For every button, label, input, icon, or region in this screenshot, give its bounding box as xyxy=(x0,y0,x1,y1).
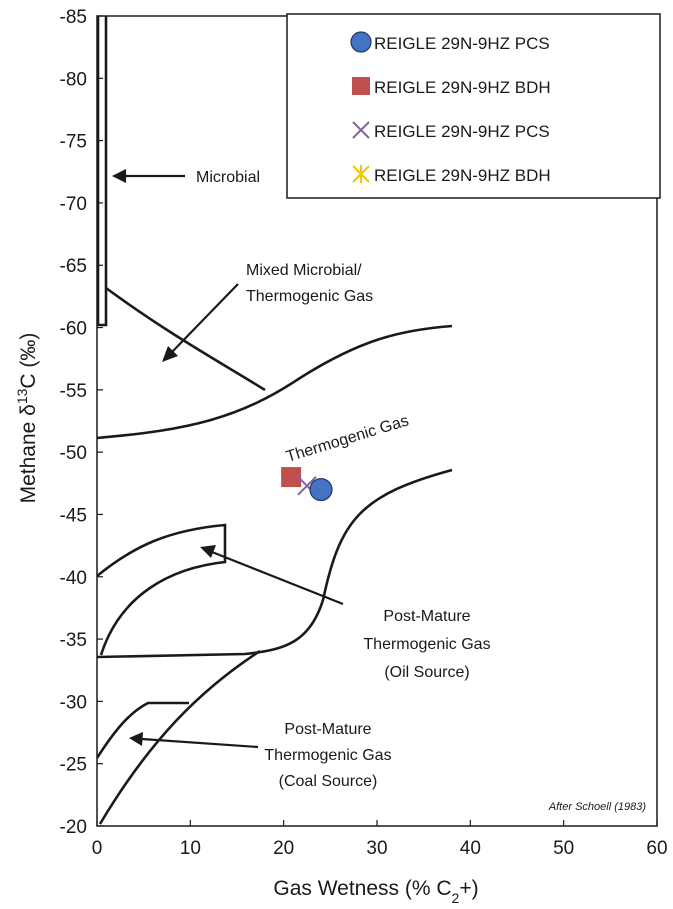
thermogenic-envelope-upper xyxy=(97,324,453,440)
y-axis-tick-labels: -85 -80 -75 -70 -65 -60 -55 -50 -45 -40 -35 -30 -25 -… xyxy=(60,7,87,838)
legend-label: REIGLE 29N-9HZ PCS xyxy=(374,34,550,53)
x-tick-label: 30 xyxy=(366,838,387,859)
mixed-label-line2: Thermogenic Gas xyxy=(246,288,373,305)
y-tick-label: -50 xyxy=(60,443,87,464)
y-tick-label: -65 xyxy=(60,256,87,277)
y-tick-label: -55 xyxy=(60,381,87,402)
x-tick-label: 10 xyxy=(180,838,201,859)
legend-marker-square xyxy=(352,77,370,95)
y-tick-label: -20 xyxy=(60,817,87,838)
coal-source-lobe xyxy=(97,701,189,759)
microbial-label: Microbial xyxy=(196,169,260,186)
region-arrows xyxy=(112,169,344,749)
legend-box xyxy=(286,13,661,199)
y-tick-label: -85 xyxy=(60,7,87,28)
oil-source-arrow xyxy=(211,550,344,606)
mixed-arrow-head xyxy=(162,346,178,362)
credit-annotation: After Schoell (1983) xyxy=(548,801,647,813)
x-tick-label: 0 xyxy=(92,838,103,859)
oil-source-arrow-head xyxy=(200,545,216,558)
y-tick-label: -60 xyxy=(60,319,87,340)
x-tick-label: 50 xyxy=(553,838,574,859)
legend: REIGLE 29N-9HZ PCS REIGLE 29N-9HZ BDH REIG… xyxy=(286,13,661,199)
region-envelopes xyxy=(97,16,453,825)
legend-marker-circle xyxy=(350,31,372,53)
coal-source-lower-curve xyxy=(98,649,261,825)
y-tick-label: -45 xyxy=(60,505,87,526)
microbial-arrow-head xyxy=(112,169,126,183)
y-tick-label: -75 xyxy=(60,132,87,153)
microbial-envelope xyxy=(97,16,108,327)
oil-source-label-line2: Thermogenic Gas xyxy=(363,636,490,653)
y-tick-label: -80 xyxy=(60,69,87,90)
x-axis-tick-labels: 0 10 20 30 40 50 60 xyxy=(92,838,668,859)
coal-source-label-line1: Post-Mature xyxy=(284,721,371,738)
coal-source-arrow xyxy=(141,737,259,749)
coal-source-label-line2: Thermogenic Gas xyxy=(264,747,391,764)
legend-label: REIGLE 29N-9HZ PCS xyxy=(374,122,550,141)
x-tick-label: 40 xyxy=(460,838,481,859)
y-tick-label: -35 xyxy=(60,630,87,651)
y-tick-label: -70 xyxy=(60,194,87,215)
mixed-label-line1: Mixed Microbial/ xyxy=(246,262,362,279)
y-tick-label: -25 xyxy=(60,755,87,776)
oil-source-lobe xyxy=(97,523,227,656)
x-tick-label: 20 xyxy=(273,838,294,859)
coal-source-arrow-head xyxy=(129,732,143,746)
mixed-envelope-line xyxy=(105,286,266,392)
legend-marker-star xyxy=(352,165,370,183)
x-axis-title: Gas Wetness (% C2+) xyxy=(273,877,478,906)
y-tick-label: -40 xyxy=(60,568,87,589)
y-tick-label: -30 xyxy=(60,692,87,713)
x-tick-label: 60 xyxy=(646,838,667,859)
data-point-circle xyxy=(309,477,333,502)
coal-source-label-line3: (Coal Source) xyxy=(279,773,378,790)
y-axis-title: Methane δ13C (‰) xyxy=(14,333,40,504)
thermogenic-envelope-lower xyxy=(97,468,453,659)
legend-label: REIGLE 29N-9HZ BDH xyxy=(374,78,551,97)
data-points xyxy=(281,467,333,502)
legend-marker-x xyxy=(352,121,370,139)
oil-source-label-line3: (Oil Source) xyxy=(384,664,469,681)
oil-source-label-line1: Post-Mature xyxy=(383,608,470,625)
data-point-square xyxy=(281,467,302,488)
legend-label: REIGLE 29N-9HZ BDH xyxy=(374,166,551,185)
mixed-arrow xyxy=(171,283,239,353)
